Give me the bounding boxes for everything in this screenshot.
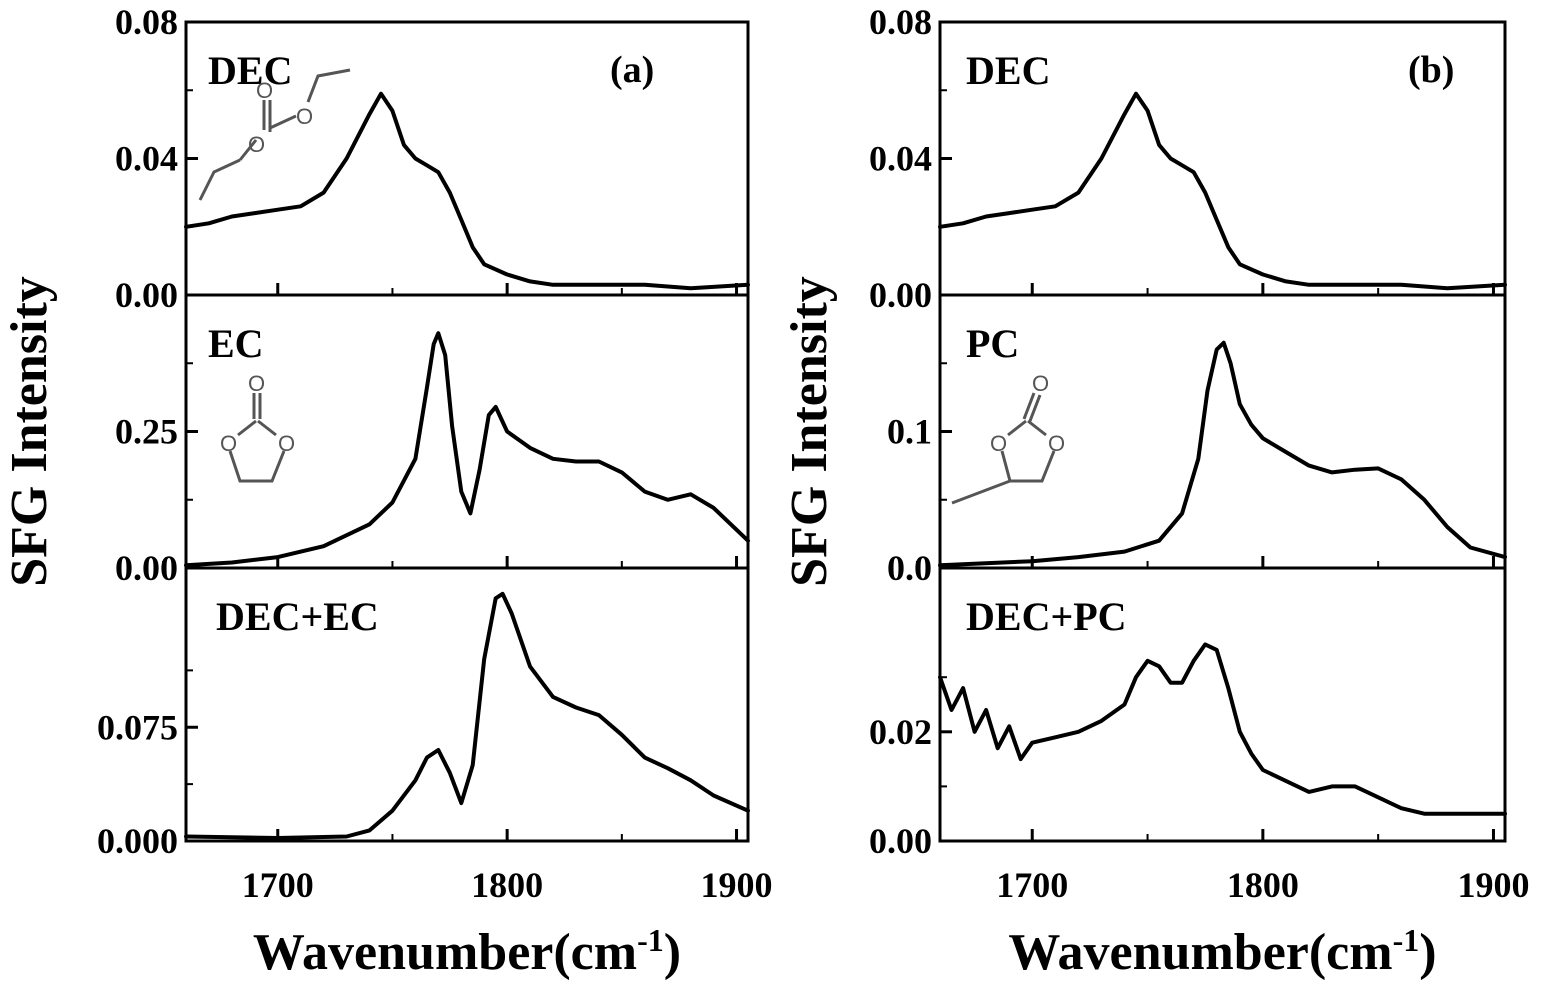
panel-label: DEC (208, 48, 292, 93)
figure-label: (b) (1408, 49, 1454, 91)
y-tick-label: 0.075 (97, 707, 178, 747)
series-line-dec-plus-ec (184, 591, 750, 840)
y-tick-label: 0.000 (97, 821, 178, 861)
y-tick-label: 0.1 (887, 412, 932, 452)
y-tick-label: 0.04 (115, 139, 178, 179)
panel-dec-plus-pc: 0.00 0.02 DEC+PC (869, 566, 1507, 861)
y-tick-label: 0.00 (869, 821, 932, 861)
figure-b: 0.00 0.04 0.08 DEC 0.0 0.1 PC O O O 0.00 0.02 DEC+PC… (781, 2, 1529, 981)
series-line-dec-plus-pc (938, 642, 1507, 816)
svg-text:O: O (220, 431, 237, 456)
y-axis-title: SFG Intensity (781, 276, 838, 587)
x-tick-label: 1800 (471, 865, 543, 905)
svg-text:O: O (990, 431, 1007, 456)
panel-label: DEC+PC (966, 594, 1127, 639)
panel-frame (938, 566, 1507, 843)
series-line-dec (184, 91, 750, 291)
panel-dec-plus-ec: 0.000 0.075 DEC+EC (97, 566, 750, 861)
y-tick-label: 0.00 (115, 548, 178, 588)
svg-text:O: O (248, 132, 265, 157)
panel-frame (938, 293, 1507, 570)
y-tick-label: 0.08 (869, 2, 932, 42)
y-tick-label: 0.0 (887, 548, 932, 588)
series-line-ec (184, 331, 750, 568)
x-axis-title: Wavenumber(cm-1) (253, 922, 681, 981)
panel-pc: 0.0 0.1 PC O O O (887, 293, 1507, 588)
panel-label: EC (208, 321, 264, 366)
molecule-structure-image: OOO (198, 68, 351, 201)
molecule-structure-image: O O O (220, 371, 295, 483)
y-tick-label: 0.00 (869, 275, 932, 315)
panel-label: DEC (966, 48, 1050, 93)
x-tick-label: 1800 (1227, 865, 1299, 905)
x-tick-label: 1700 (242, 865, 314, 905)
svg-text:O: O (296, 104, 313, 129)
x-tick-label: 1900 (1457, 865, 1529, 905)
x-tick-label: 1700 (996, 865, 1068, 905)
svg-text:O: O (256, 78, 273, 103)
panel-ec: 0.00 0.25 EC O O O (115, 293, 750, 588)
x-axis-title: Wavenumber(cm-1) (1008, 922, 1436, 981)
svg-text:O: O (1032, 371, 1049, 396)
panel-label: PC (966, 321, 1019, 366)
y-tick-label: 0.04 (869, 139, 932, 179)
series-line-pc (938, 340, 1507, 568)
panel-label: DEC+EC (216, 594, 379, 639)
y-tick-label: 0.02 (869, 712, 932, 752)
y-tick-label: 0.25 (115, 412, 178, 452)
panel-frame (184, 566, 750, 843)
y-tick-label: 0.08 (115, 2, 178, 42)
y-tick-label: 0.00 (115, 275, 178, 315)
molecule-structure-image: O O O (951, 371, 1065, 505)
x-tick-label: 1900 (701, 865, 773, 905)
svg-text:O: O (248, 371, 265, 396)
y-axis-title: SFG Intensity (1, 276, 58, 587)
series-line-dec (938, 91, 1507, 291)
figure-label: (a) (610, 49, 654, 91)
svg-text:O: O (278, 431, 295, 456)
svg-text:O: O (1048, 431, 1065, 456)
